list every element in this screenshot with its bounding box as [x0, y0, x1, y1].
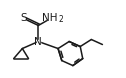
Bar — [22, 16, 25, 20]
Text: NH: NH — [42, 13, 58, 23]
Text: S: S — [20, 13, 27, 23]
Text: 2: 2 — [59, 15, 63, 24]
Bar — [47, 16, 53, 20]
Text: N: N — [35, 37, 42, 46]
Bar — [37, 39, 40, 44]
